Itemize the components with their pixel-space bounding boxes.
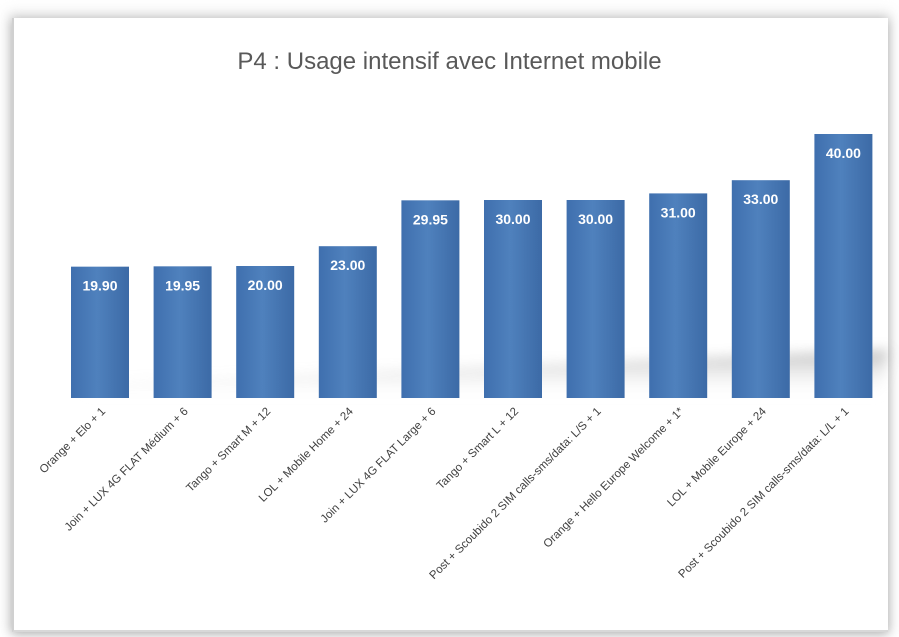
data-label: 31.00 [661,204,696,220]
bar [814,134,873,398]
category-label: Post + Scoubido 2 SIM calls-sms/data: L/… [428,406,604,582]
category-label: Orange + Elo + 1 [38,406,108,476]
bar [401,200,460,398]
category-label: LOL + Mobile Home + 24 [257,405,356,504]
data-label: 30.00 [495,211,530,227]
category-label: Post + Scoubido 2 SIM calls-sms/data: L/… [677,406,852,581]
bar [484,200,542,398]
data-label: 40.00 [826,145,861,161]
category-label: Orange + Hello Europe Welcome + 1* [541,405,686,550]
data-label: 19.95 [165,277,200,293]
data-label: 29.95 [413,211,448,227]
bar [566,200,625,398]
bar [153,266,212,398]
bar [649,193,708,398]
data-label: 30.00 [578,211,613,227]
chart-title: P4 : Usage intensif avec Internet mobile [237,48,662,75]
data-label: 33.00 [743,191,778,207]
bar [318,246,377,398]
value-labels: 19.90 19.95 20.00 23.00 29.95 30.00 30.00 31.00… [82,145,861,294]
data-label: 19.90 [82,278,117,294]
bar [236,266,295,398]
bar [731,180,790,398]
bars [71,134,873,398]
category-label: Tango + Smart L + 12 [435,406,521,492]
data-label: 20.00 [248,277,283,293]
category-label: Tango + Smart M + 12 [184,406,273,495]
bar [71,266,129,398]
data-label: 23.00 [330,257,365,273]
